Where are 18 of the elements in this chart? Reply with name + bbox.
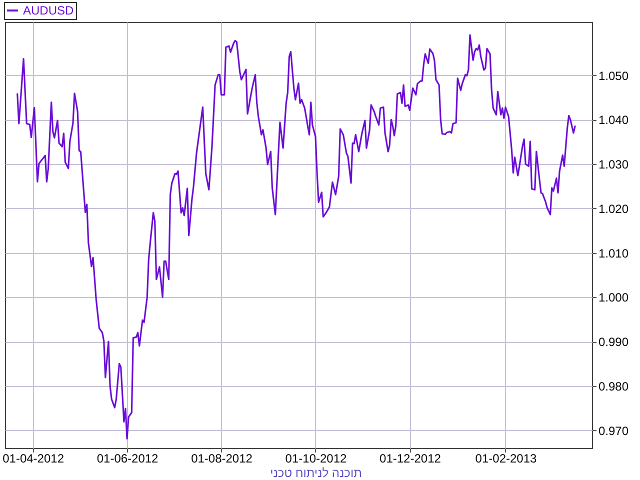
x-tick-label: 01-08-2012 [191,452,253,466]
y-tick-label: 0.970 [598,424,629,438]
y-tick-label: 1.040 [598,113,629,128]
text: תוכנה לניתוח טכני [270,466,362,480]
y-tick-label: 1.030 [598,158,629,172]
y-tick-label: 1.010 [598,246,629,260]
x-tick-label: 01-02-2013 [475,452,538,466]
legend-label: AUDUSD [23,4,74,18]
x-tick-label: 01-06-2012 [96,452,159,466]
x-tick-label: 01-04-2012 [2,452,64,466]
y-tick-label: 1.000 [598,290,629,305]
x-tick-label: 01-10-2012 [285,452,348,466]
y-tick-label: 1.020 [598,202,629,216]
line-series [16,34,576,440]
y-tick-label: 1.050 [598,68,629,83]
y-tick-label: 0.990 [598,335,629,349]
y-tick-label: 0.980 [598,379,629,394]
x-tick-label: 01-12-2012 [380,452,442,466]
